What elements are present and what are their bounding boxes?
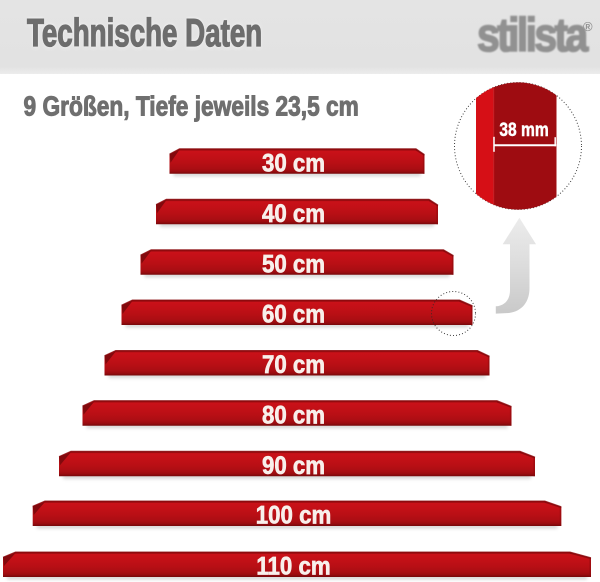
svg-text:Technische Daten: Technische Daten <box>27 11 262 55</box>
svg-text:Technische Daten: Technische Daten <box>27 11 262 55</box>
svg-text:50 cm: 50 cm <box>262 251 325 278</box>
svg-text:110 cm: 110 cm <box>256 554 330 581</box>
svg-text:40 cm: 40 cm <box>262 201 325 228</box>
svg-text:stilista: stilista <box>477 9 589 61</box>
svg-text:38 mm: 38 mm <box>499 118 548 140</box>
svg-text:90 cm: 90 cm <box>262 453 325 480</box>
svg-text:80 cm: 80 cm <box>262 402 325 429</box>
svg-text:9 Größen, Tiefe jeweils 23,5 c: 9 Größen, Tiefe jeweils 23,5 cm <box>24 92 359 123</box>
svg-text:60 cm: 60 cm <box>262 302 325 329</box>
svg-text:30 cm: 30 cm <box>262 150 325 177</box>
svg-text:100 cm: 100 cm <box>256 503 331 530</box>
svg-text:70 cm: 70 cm <box>262 352 325 379</box>
svg-text:®: ® <box>583 19 593 34</box>
